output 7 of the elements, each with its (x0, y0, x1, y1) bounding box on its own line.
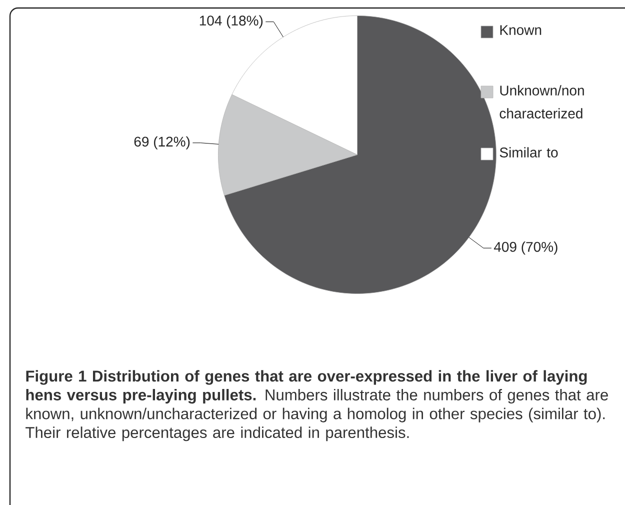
legend-label: Known (500, 25, 542, 35)
data-label: 69 (12%) (134, 136, 190, 150)
data-label: 409 (70%) (494, 242, 558, 255)
text: Figure 1 Distribution of genes that are over-expressed in the liver of laying hens versus pre-laying pullets. Numbers illustrate the numbers of genes that are known, unknown/uncharacterized or having a homolog in other species (similar to). Their relative percentages are indicated in parenthesis. (26, 370, 608, 442)
legend-label: Similar to (500, 147, 558, 158)
legend-label: Unknown/non characterized (500, 85, 584, 118)
data-label: 104 (18%) (200, 15, 263, 28)
